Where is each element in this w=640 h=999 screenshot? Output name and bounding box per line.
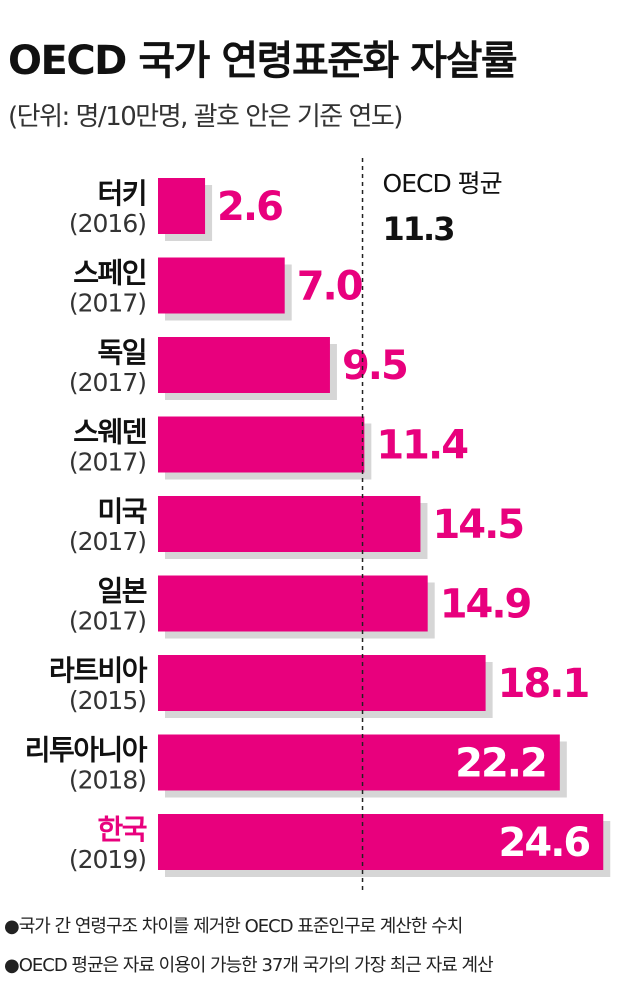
oecd-average-value: 11.3 [383,210,454,248]
value-label: 2.6 [217,184,282,230]
value-label: 24.6 [499,820,590,866]
category-year-label: (2017) [69,527,146,556]
category-year-label: (2018) [69,766,146,795]
bar [158,416,365,473]
bar [158,814,604,870]
category-label: 라트비아 [49,654,148,687]
oecd-average-label: OECD 평균 [383,169,502,198]
category-label: 터키 [97,177,146,210]
value-label: 7.0 [297,264,362,310]
bar [158,655,486,711]
category-label: 미국 [97,495,146,528]
value-label: 9.5 [342,343,407,389]
category-label: 스웨덴 [73,416,147,449]
value-label: 22.2 [455,741,546,787]
bar [158,337,330,393]
category-year-label: (2019) [69,845,146,874]
category-year-label: (2017) [69,289,146,318]
value-label: 14.9 [440,582,531,628]
value-label: 14.5 [432,502,523,548]
category-year-label: (2017) [69,607,146,636]
category-label: 리투아니아 [25,734,148,767]
category-year-label: (2016) [69,209,146,238]
category-label: 한국 [97,813,146,846]
bar [158,575,428,632]
category-label: 스페인 [73,257,146,290]
footnote-2: ●OECD 평균은 자료 이용이 가능한 37개 국가의 가장 최근 자료 계산 [4,955,494,976]
category-label: 독일 [97,336,146,369]
bar [158,734,560,791]
bar [158,257,285,314]
category-year-label: (2017) [69,448,146,477]
category-label: 일본 [97,575,146,608]
category-year-label: (2017) [69,368,146,397]
chart-subtitle: (단위: 명/10만명, 괄호 안은 기준 연도) [8,102,403,132]
footnote-1: ●국가 간 연령구조 차이를 제거한 OECD 표준인구로 계산한 수치 [4,916,463,937]
value-label: 18.1 [498,661,589,707]
bar [158,178,206,234]
category-year-label: (2015) [69,686,146,715]
value-label: 11.4 [376,423,467,469]
bar [158,496,421,552]
chart-title: OECD 국가 연령표준화 자살률 [8,38,518,84]
